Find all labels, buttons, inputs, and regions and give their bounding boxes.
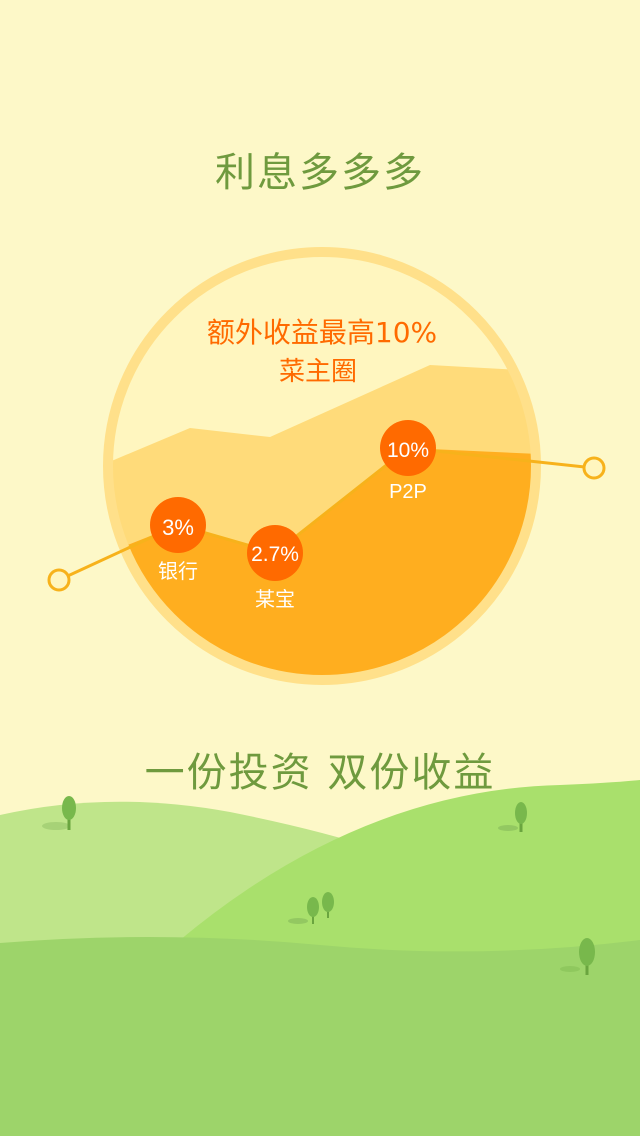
data-point-p2p [380,420,436,476]
tree-icon [288,897,319,924]
data-value-alipay: 2.7% [251,543,299,566]
data-point-alipay [247,525,303,581]
page-title: 利息多多多 [215,150,425,196]
hill-front [0,936,640,1136]
tree-icon [42,796,76,830]
chart-headline: 额外收益最高10% [207,316,437,349]
tree-icon [322,892,334,918]
tree-icon [498,802,527,832]
chart-brand: 菜主圈 [279,357,357,387]
tree-icon [560,938,595,975]
data-value-bank: 3% [162,515,194,540]
data-value-p2p: 10% [387,439,429,462]
page-tagline: 一份投资 双份收益 [144,750,496,796]
chart-circle-border [103,247,541,685]
data-label-bank: 银行 [158,559,198,583]
data-label-alipay: 某宝 [255,587,295,611]
chart-start-node [47,568,71,592]
chart-end-node [582,456,606,480]
data-label-p2p: P2P [389,481,427,503]
data-point-bank [150,497,206,553]
